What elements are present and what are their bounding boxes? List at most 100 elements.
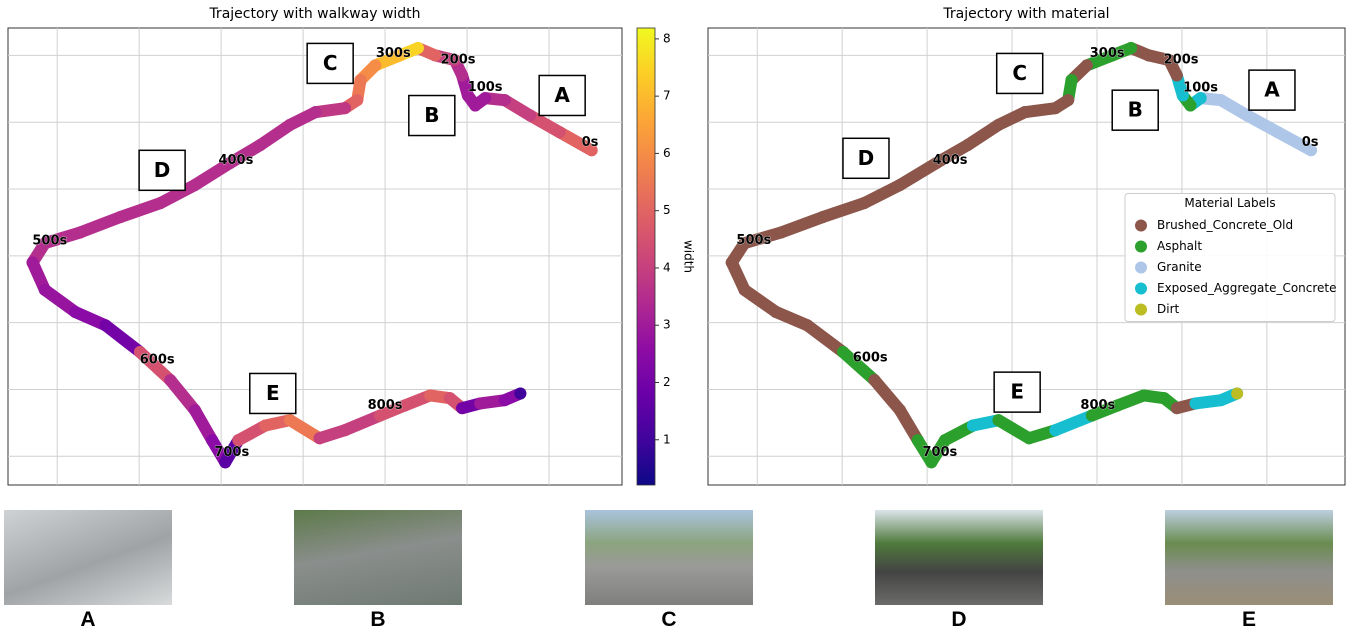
trajectory-point: [424, 389, 437, 402]
photo-caption: E: [1241, 608, 1256, 631]
trajectory-point: [1142, 49, 1155, 62]
trajectory-point: [26, 256, 39, 269]
label-box: [1111, 89, 1159, 131]
trajectory-segment: [38, 283, 82, 318]
trajectory-point: [1111, 399, 1124, 412]
trajectory-point: [411, 42, 424, 55]
time-label: 400s: [933, 153, 968, 168]
trajectory-point: [206, 434, 219, 447]
box-label: E: [1010, 380, 1024, 404]
trajectory-point: [1305, 144, 1318, 157]
trajectory-point: [1163, 54, 1176, 67]
trajectory-point: [1085, 409, 1098, 422]
trajectory-segment: [1049, 409, 1098, 437]
trajectory-point: [858, 197, 871, 210]
figure: Trajectory with walkway width 0s 100s 200s 3…: [7, 6, 1346, 486]
legend-label: Exposed_Aggregate_Concrete: [1157, 281, 1337, 295]
trajectory-segment: [868, 374, 906, 417]
trajectory-point: [801, 319, 814, 332]
label-box: [306, 42, 354, 85]
trajectory-segment: [930, 138, 974, 169]
colorbar-tick-label: 5: [663, 203, 671, 217]
legend-marker: [1135, 282, 1147, 295]
photo: [4, 510, 172, 605]
trajectory-point: [585, 144, 598, 157]
box-label: B: [424, 103, 439, 127]
trajectory-point: [456, 69, 469, 82]
trajectory-point: [1176, 89, 1189, 102]
legend-title: Material Labels: [1184, 196, 1275, 210]
trajectory-point: [1170, 402, 1183, 415]
legend-box: [1124, 193, 1336, 322]
trajectory-point: [1231, 387, 1244, 400]
trajectory-point: [1080, 59, 1093, 72]
trajectory-point: [498, 394, 511, 407]
trajectory-point: [393, 49, 406, 62]
trajectory-point: [309, 106, 322, 119]
trajectory-point: [893, 404, 906, 417]
photo-caption: D: [951, 608, 967, 631]
trajectory-point: [283, 414, 296, 427]
time-label: 200s: [1164, 53, 1199, 68]
photo: [585, 510, 753, 605]
trajectory-segment: [164, 374, 201, 417]
time-label: 600s: [140, 353, 175, 368]
label-box: [1248, 69, 1296, 111]
trajectory-point: [775, 226, 788, 239]
trajectory-point: [188, 179, 201, 192]
time-label: 100s: [468, 80, 503, 95]
trajectory-point: [961, 138, 974, 151]
time-label: 300s: [376, 46, 411, 61]
trajectory-point: [992, 414, 1005, 427]
trajectory-point: [1241, 109, 1254, 122]
trajectory-segment: [154, 179, 201, 210]
label-box: [249, 372, 297, 415]
photo-caption: C: [661, 608, 677, 631]
label-box: [995, 52, 1044, 95]
label-box: [993, 371, 1041, 413]
trajectory-point: [769, 305, 782, 318]
trajectory-point: [474, 397, 487, 410]
photo-caption: A: [80, 608, 96, 631]
trajectory-point: [524, 109, 537, 122]
time-label: 600s: [853, 351, 888, 366]
trajectory-point: [429, 49, 442, 62]
colorbar: [636, 27, 656, 486]
trajectory-point: [925, 456, 938, 469]
trajectory-point: [254, 138, 267, 151]
time-label: 300s: [1090, 46, 1125, 61]
chart-title: Trajectory with material: [942, 6, 1109, 22]
trajectory-point: [154, 197, 167, 210]
photo-caption: B: [370, 608, 386, 631]
trajectory-segment: [1271, 126, 1318, 157]
time-label: 500s: [736, 233, 771, 248]
trajectory-point: [1137, 389, 1150, 402]
time-label: 400s: [218, 153, 253, 168]
trajectory-point: [738, 237, 751, 250]
trajectory-point: [313, 432, 326, 445]
legend-marker: [1135, 303, 1147, 316]
trajectory-point: [283, 118, 296, 131]
label-box: [842, 137, 890, 180]
trajectory-point: [469, 99, 482, 112]
label-box: [408, 94, 456, 137]
trajectory-point: [498, 94, 511, 107]
time-label: 0s: [582, 135, 599, 150]
trajectory-point: [479, 92, 492, 105]
trajectory-point: [966, 419, 979, 432]
trajectory-segment: [338, 409, 387, 437]
box-label: C: [1012, 61, 1027, 85]
trajectory-point: [224, 156, 237, 169]
time-label: 500s: [32, 234, 67, 249]
photo: [875, 510, 1043, 605]
legend-marker: [1135, 240, 1147, 253]
trajectory-point: [338, 102, 351, 115]
trajectory-segment: [133, 346, 177, 387]
label-box: [138, 149, 186, 192]
time-label: 700s: [214, 445, 249, 460]
legend-label: Asphalt: [1157, 239, 1202, 253]
time-label: 700s: [922, 445, 957, 460]
trajectory-point: [1049, 424, 1062, 437]
colorbar-label: width: [682, 240, 696, 273]
box-label: A: [1264, 78, 1280, 102]
